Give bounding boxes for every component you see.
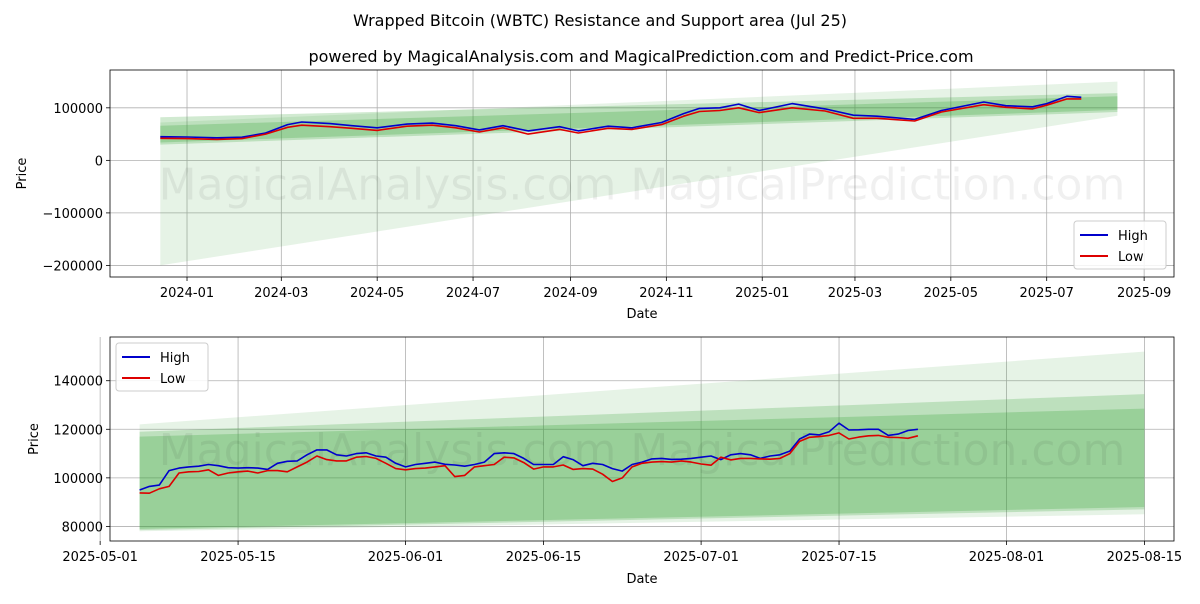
legend: High Low: [1073, 220, 1167, 270]
support-resistance-band: [160, 93, 1118, 145]
y-tick-label: 80000: [62, 520, 103, 535]
x-tick-label: 2024-09: [543, 286, 597, 301]
chart-subtitle: powered by MagicalAnalysis.com and Magic…: [308, 47, 973, 66]
x-tick-label: 2025-07-01: [663, 550, 739, 565]
plot-frame: [109, 69, 1175, 278]
x-tick-label: 2024-01: [160, 286, 214, 301]
grid-lines: [99, 337, 1174, 541]
x-tick-label: 2025-05-01: [62, 550, 138, 565]
x-tick-label: 2024-11: [639, 286, 693, 301]
legend-label-high: High: [1118, 229, 1148, 244]
x-tick-label: 2025-05-15: [200, 550, 276, 565]
x-tick-label: 2025-09: [1117, 286, 1171, 301]
support-resistance-band: [139, 408, 1145, 529]
x-tick-label: 2025-08-15: [1107, 550, 1183, 565]
y-tick-label: 140000: [53, 375, 103, 390]
watermark: MagicalAnalysis.com MagicalPrediction.co…: [159, 425, 1126, 476]
grid-lines: [110, 70, 1174, 277]
x-axis-ticks: 2025-05-01 2025-05-15 2025-06-01 2025-06-15…: [62, 541, 1182, 565]
chart-title: Wrapped Bitcoin (WBTC) Resistance and Su…: [353, 11, 847, 30]
x-tick-label: 2025-05: [924, 286, 978, 301]
series-line-low: [139, 432, 919, 495]
x-tick-label: 2025-03: [828, 286, 882, 301]
top-panel: MagicalAnalysis.com MagicalPrediction.co…: [15, 69, 1175, 322]
y-axis-label: Price: [15, 158, 30, 190]
x-axis-label: Date: [626, 572, 657, 587]
watermark: MagicalAnalysis.com MagicalPrediction.co…: [159, 160, 1126, 211]
x-axis-label: Date: [626, 307, 657, 322]
x-tick-label: 2025-07-15: [801, 550, 877, 565]
x-tick-label: 2025-08-01: [969, 550, 1045, 565]
plot-frame: [109, 336, 1175, 542]
support-resistance-band: [139, 351, 1145, 532]
legend-label-low: Low: [160, 372, 186, 387]
x-tick-label: 2025-06-01: [368, 550, 444, 565]
legend: High Low: [115, 342, 209, 392]
legend-label-high: High: [160, 351, 190, 366]
y-tick-label: 100000: [53, 472, 103, 487]
x-tick-label: 2025-01: [735, 286, 789, 301]
x-tick-label: 2025-07: [1020, 286, 1074, 301]
series-lines: [139, 422, 919, 495]
x-tick-label: 2024-03: [254, 286, 308, 301]
y-tick-label: −200000: [42, 259, 103, 274]
x-axis-ticks: 2024-01 2024-03 2024-05 2024-07 2024-09 2024-…: [160, 277, 1171, 301]
series-line-low: [160, 98, 1082, 141]
support-resistance-bands: [139, 351, 1145, 532]
x-tick-label: 2024-07: [446, 286, 500, 301]
x-tick-label: 2024-05: [350, 286, 404, 301]
y-tick-label: −100000: [42, 207, 103, 222]
y-tick-label: 0: [95, 154, 103, 169]
series-lines: [160, 95, 1082, 141]
support-resistance-band: [160, 96, 1118, 143]
series-line-high: [160, 95, 1082, 139]
y-axis-label: Price: [27, 423, 42, 455]
y-tick-label: 120000: [53, 423, 103, 438]
series-line-high: [139, 422, 918, 491]
y-axis-ticks: −200000 −100000 0 100000: [42, 102, 110, 274]
legend-label-low: Low: [1118, 250, 1144, 265]
bottom-panel: MagicalAnalysis.com MagicalPrediction.co…: [27, 336, 1182, 587]
y-axis-ticks: 80000 100000 120000 140000: [53, 375, 110, 535]
y-tick-label: 100000: [53, 102, 103, 117]
x-tick-label: 2025-06-15: [506, 550, 582, 565]
